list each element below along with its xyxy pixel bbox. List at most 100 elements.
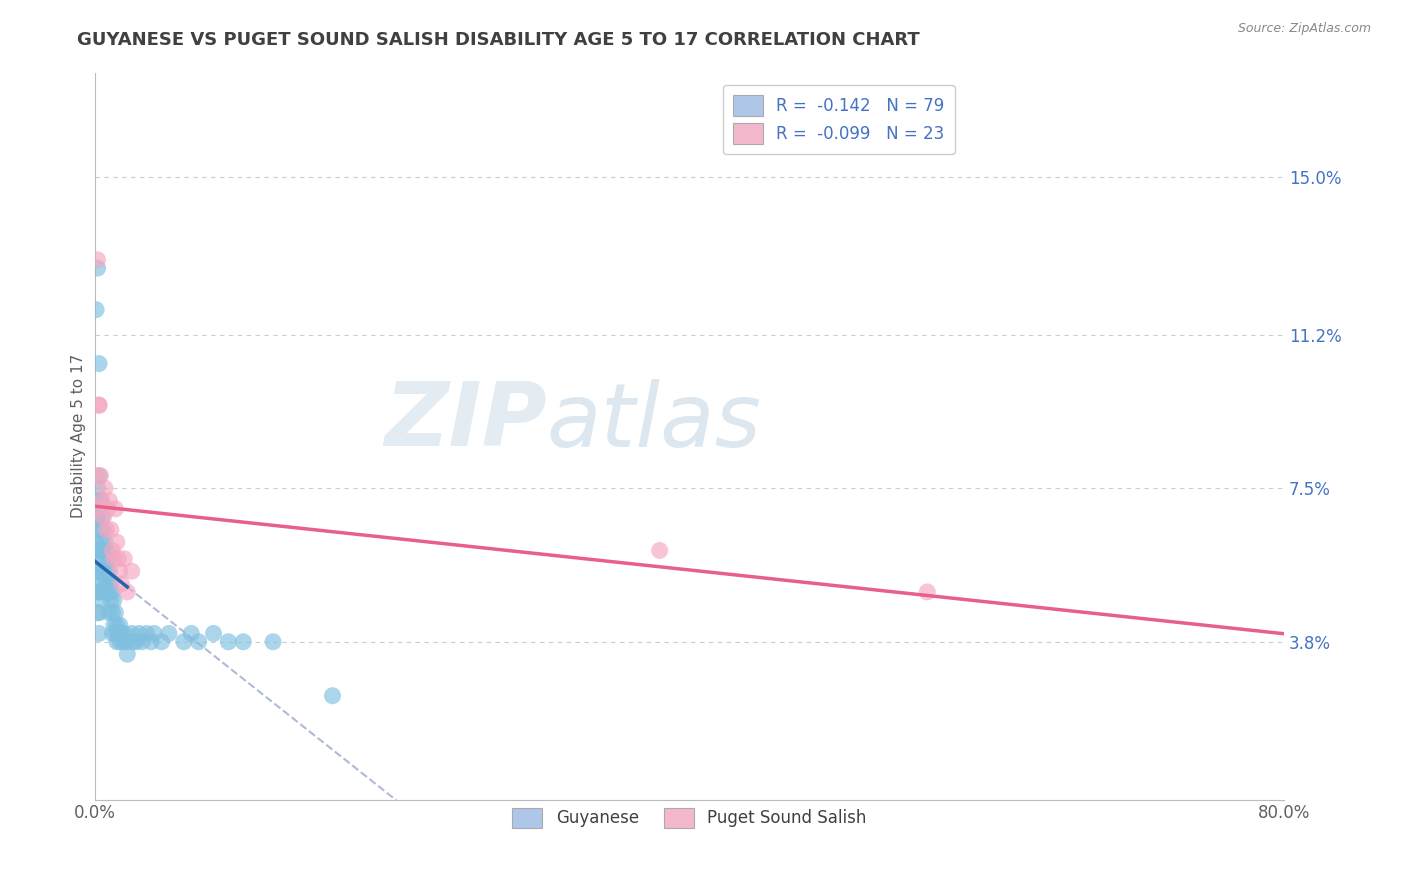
Point: [87, 585, 110, 599]
Point: [84, 510, 107, 524]
Point: [101, 543, 124, 558]
Point: [97, 502, 120, 516]
Point: [110, 626, 132, 640]
Point: [100, 593, 122, 607]
Point: [93, 564, 115, 578]
Point: [111, 634, 134, 648]
Point: [157, 626, 180, 640]
Point: [94, 573, 117, 587]
Point: [112, 626, 135, 640]
Point: [150, 634, 173, 648]
Text: GUYANESE VS PUGET SOUND SALISH DISABILITY AGE 5 TO 17 CORRELATION CHART: GUYANESE VS PUGET SOUND SALISH DISABILIT…: [77, 31, 920, 49]
Point: [321, 689, 343, 703]
Point: [96, 564, 118, 578]
Point: [121, 626, 143, 640]
Point: [98, 564, 121, 578]
Point: [103, 618, 125, 632]
Point: [87, 523, 110, 537]
Point: [108, 634, 131, 648]
Point: [91, 510, 114, 524]
Point: [89, 523, 111, 537]
Point: [87, 564, 110, 578]
Point: [104, 502, 127, 516]
Point: [112, 551, 135, 566]
Point: [107, 551, 129, 566]
Point: [98, 585, 121, 599]
Point: [86, 564, 108, 578]
Point: [117, 647, 139, 661]
Point: [98, 606, 121, 620]
Point: [84, 302, 107, 317]
Point: [96, 543, 118, 558]
Point: [105, 535, 128, 549]
Point: [97, 551, 120, 566]
Point: [173, 634, 195, 648]
Point: [87, 606, 110, 620]
Point: [94, 481, 117, 495]
Point: [107, 626, 129, 640]
Point: [89, 468, 111, 483]
Point: [91, 551, 114, 566]
Point: [84, 535, 107, 549]
Point: [86, 502, 108, 516]
Point: [262, 634, 284, 648]
Point: [108, 618, 131, 632]
Point: [93, 523, 115, 537]
Point: [84, 468, 107, 483]
Point: [101, 585, 124, 599]
Point: [87, 357, 110, 371]
Point: [180, 626, 202, 640]
Point: [917, 585, 939, 599]
Point: [87, 626, 110, 640]
Point: [114, 634, 136, 648]
Text: Source: ZipAtlas.com: Source: ZipAtlas.com: [1237, 22, 1371, 36]
Point: [94, 535, 117, 549]
Point: [91, 535, 114, 549]
Point: [89, 493, 111, 508]
Point: [202, 626, 225, 640]
Point: [125, 634, 148, 648]
Point: [86, 606, 108, 620]
Point: [87, 468, 110, 483]
Point: [104, 606, 127, 620]
Point: [122, 634, 145, 648]
Point: [100, 576, 122, 591]
Text: ZIP: ZIP: [384, 378, 547, 466]
Point: [96, 523, 118, 537]
Y-axis label: Disability Age 5 to 17: Disability Age 5 to 17: [72, 354, 86, 518]
Point: [89, 585, 111, 599]
Point: [93, 510, 115, 524]
Point: [87, 398, 110, 412]
Point: [648, 543, 671, 558]
Point: [86, 481, 108, 495]
Point: [187, 634, 209, 648]
Point: [103, 551, 125, 566]
Point: [87, 398, 110, 412]
Point: [105, 634, 128, 648]
Point: [105, 618, 128, 632]
Point: [86, 252, 108, 267]
Point: [93, 543, 115, 558]
Point: [89, 543, 111, 558]
Point: [139, 634, 162, 648]
Point: [98, 493, 121, 508]
Point: [86, 510, 108, 524]
Point: [86, 261, 108, 276]
Point: [232, 634, 254, 648]
Point: [104, 626, 127, 640]
Point: [91, 593, 114, 607]
Point: [86, 585, 108, 599]
Point: [103, 593, 125, 607]
Point: [108, 564, 131, 578]
Point: [91, 493, 114, 508]
Point: [89, 564, 111, 578]
Point: [121, 564, 143, 578]
Point: [94, 551, 117, 566]
Point: [131, 634, 153, 648]
Point: [97, 576, 120, 591]
Point: [217, 634, 239, 648]
Legend: Guyanese, Puget Sound Salish: Guyanese, Puget Sound Salish: [506, 801, 873, 835]
Point: [86, 543, 108, 558]
Point: [117, 585, 139, 599]
Point: [87, 493, 110, 508]
